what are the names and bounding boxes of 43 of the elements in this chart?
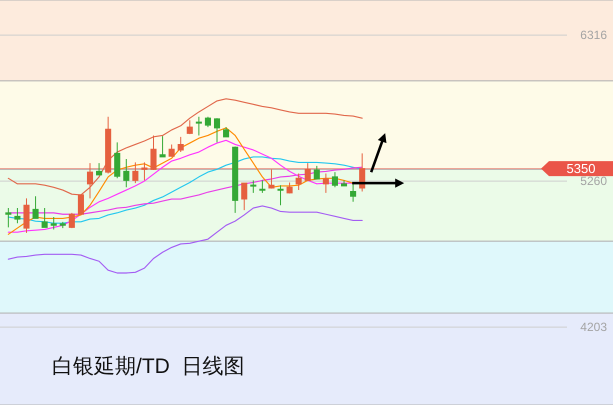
- candlestick: [268, 168, 274, 190]
- candlestick: [123, 158, 130, 188]
- candlestick: [232, 146, 238, 214]
- candlestick: [304, 162, 311, 182]
- candlestick: [42, 208, 48, 228]
- candlestick: [259, 180, 266, 194]
- candlestick: [196, 116, 202, 136]
- candlestick: [178, 136, 184, 153]
- candlestick: [340, 180, 348, 186]
- candlestick: [132, 162, 138, 184]
- candlestick: [186, 120, 193, 135]
- y-tick-label: 4203: [580, 320, 608, 334]
- candlestick: [14, 208, 20, 224]
- candlestick: [141, 162, 148, 181]
- ref-line-label: 5350: [566, 161, 596, 176]
- candlestick: [223, 126, 230, 138]
- candlestick: [96, 162, 102, 176]
- candlestick: [68, 212, 75, 229]
- candlestick: [114, 142, 120, 179]
- candlestick: [332, 172, 338, 188]
- candlestick: [204, 116, 211, 128]
- candlestick: [350, 182, 356, 202]
- candlestick: [150, 134, 157, 171]
- candlestick: [322, 172, 329, 194]
- candlestick: [60, 221, 66, 229]
- candlestick: [250, 180, 256, 194]
- candlestick: [105, 116, 112, 174]
- candlestick: [32, 196, 39, 219]
- candlestick: [168, 144, 175, 158]
- candlestick: [296, 172, 302, 191]
- candlestick: [160, 136, 166, 158]
- candlestick: [5, 208, 12, 228]
- candlestick: [23, 198, 30, 234]
- text: 白银延期/TD 日线图: [52, 355, 244, 378]
- candlestick: [277, 184, 284, 206]
- y-tick-label: 6316: [580, 28, 608, 42]
- y-tick-label: 5260: [580, 174, 608, 188]
- candlestick: [314, 165, 320, 180]
- candlestick: [50, 216, 57, 230]
- candlestick: [214, 118, 220, 143]
- candlestick: [286, 182, 293, 194]
- line-series: [8, 205, 363, 274]
- candlestick: [241, 182, 248, 211]
